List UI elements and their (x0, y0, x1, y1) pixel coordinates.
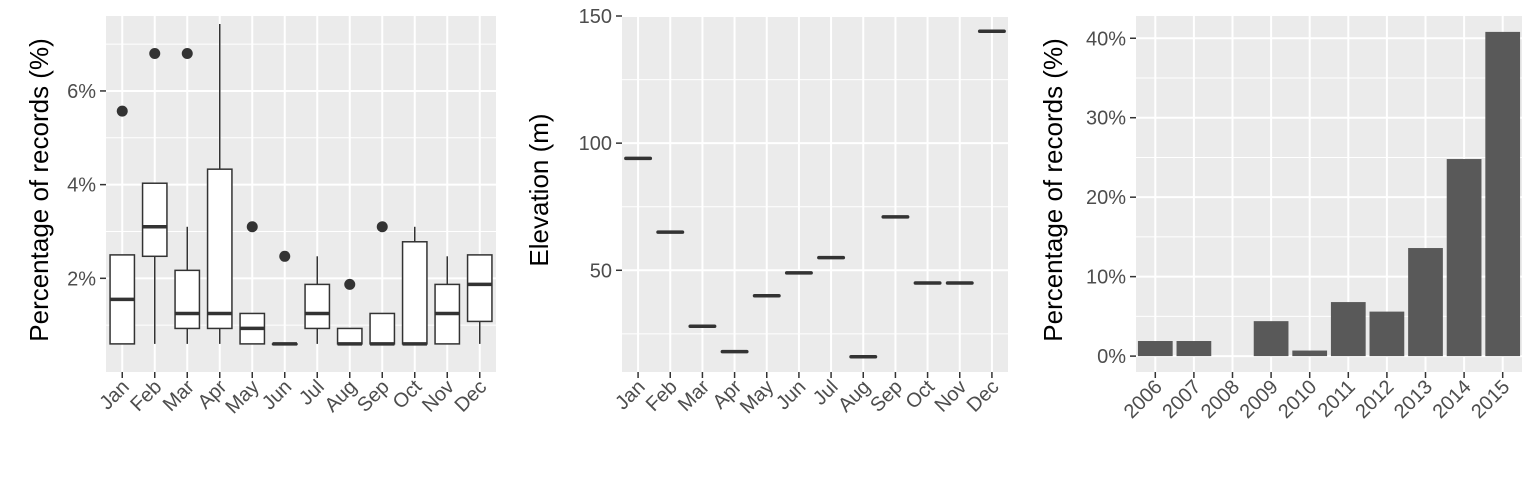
y-tick-label: 50 (590, 260, 612, 282)
y-tick-label: 150 (579, 6, 612, 28)
x-tick-label: 2014 (1429, 376, 1476, 423)
bar (1446, 159, 1482, 357)
x-tick-label: Jan (95, 376, 133, 414)
box (141, 182, 168, 258)
x-tick-label: May (222, 376, 264, 418)
panel-background (622, 16, 1008, 372)
box (336, 327, 363, 345)
x-tick-label: 2008 (1197, 376, 1244, 423)
y-tick-label: 4% (67, 175, 96, 197)
y-axis-title: Percentage of records (%) (1038, 38, 1068, 341)
x-tick-label: Aug (834, 376, 875, 417)
box (466, 254, 493, 323)
y-tick-label: 10% (1086, 267, 1126, 289)
x-tick-label: 2009 (1236, 376, 1283, 423)
box (174, 269, 201, 330)
outlier-point (344, 278, 356, 290)
outlier-point (116, 105, 128, 117)
x-tick-label: Nov (931, 376, 972, 417)
x-tick-label: 2007 (1158, 376, 1205, 423)
x-tick-label: Feb (126, 376, 166, 416)
x-tick-label: Dec (963, 376, 1004, 417)
x-tick-label: Aug (321, 376, 362, 417)
y-tick-label: 40% (1086, 28, 1126, 50)
x-tick-label: Jun (772, 376, 810, 414)
outlier-point (376, 221, 388, 233)
x-tick-label: 2012 (1351, 376, 1398, 423)
box (401, 241, 428, 345)
x-tick-label: Mar (159, 376, 199, 416)
x-tick-label: 2010 (1274, 376, 1321, 423)
bar (1485, 31, 1521, 357)
y-tick-label: 0% (1097, 346, 1126, 368)
outlier-point (149, 47, 161, 59)
y-tick-label: 2% (67, 268, 96, 290)
x-tick-label: Feb (642, 376, 682, 416)
x-tick-label: 2011 (1314, 376, 1360, 422)
box (369, 312, 396, 345)
y-tick-label: 30% (1086, 108, 1126, 130)
bar (1408, 248, 1443, 357)
x-tick-label: Mar (674, 376, 714, 416)
panel-monthly-elevation: Elevation (m) 50100150JanFebMarAprMayJun… (524, 6, 1008, 418)
y-tick-label: 100 (579, 133, 612, 155)
bar (1176, 341, 1212, 357)
x-tick-label: Dec (451, 376, 492, 417)
y-axis-title: Percentage of records (%) (24, 38, 54, 341)
x-tick-label: Sep (866, 376, 907, 417)
x-tick-label: Sep (353, 376, 394, 417)
x-tick-label: 2013 (1390, 376, 1437, 423)
x-tick-label: Oct (389, 376, 427, 414)
bar (1330, 302, 1366, 357)
outlier-point (181, 47, 193, 59)
box (206, 168, 233, 330)
x-tick-label: Jun (258, 376, 296, 414)
bar (1292, 350, 1328, 357)
panel-yearly-percentage-bars: Percentage of records (%) 0% 10% 20% 30% 40%… (1038, 16, 1522, 423)
outlier-point (279, 250, 291, 262)
x-tick-label: 2006 (1120, 376, 1167, 423)
x-tick-label: 2015 (1467, 376, 1514, 423)
bar (1137, 341, 1173, 357)
outlier-point (246, 221, 258, 233)
box (304, 283, 331, 330)
bar (1369, 311, 1405, 357)
panel-monthly-percentage-boxplot: Percentage of records (%) 2%4%6%JanFebMa… (24, 16, 496, 418)
bar (1253, 321, 1289, 357)
x-tick-label: Nov (418, 376, 459, 417)
x-tick-label: Oct (902, 376, 940, 414)
x-tick-label: Jan (611, 376, 649, 414)
x-tick-label: May (736, 376, 778, 418)
y-tick-label: 6% (67, 81, 96, 103)
panel-background (106, 16, 496, 372)
y-axis-title: Elevation (m) (524, 113, 554, 266)
y-tick-label: 20% (1086, 187, 1126, 209)
